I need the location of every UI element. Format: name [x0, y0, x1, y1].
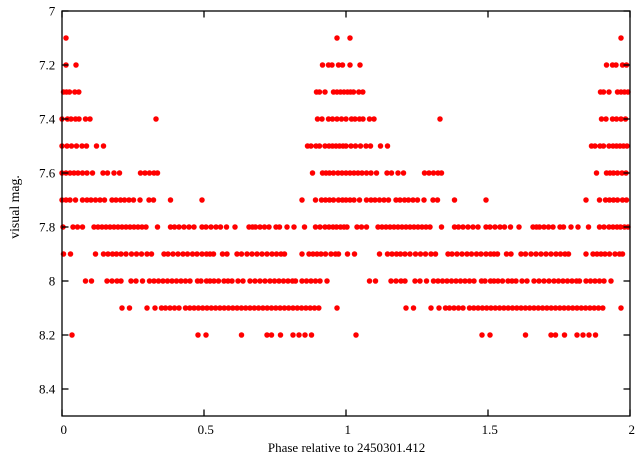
svg-text:Phase relative to 2450301.412: Phase relative to 2450301.412	[268, 440, 425, 455]
svg-text:1.5: 1.5	[482, 422, 498, 437]
svg-text:7.6: 7.6	[39, 166, 56, 181]
svg-text:8.4: 8.4	[39, 382, 56, 397]
svg-text:0.5: 0.5	[198, 422, 214, 437]
svg-text:2: 2	[628, 422, 635, 437]
svg-text:7.4: 7.4	[39, 112, 56, 127]
svg-text:7: 7	[49, 4, 56, 19]
svg-text:7.8: 7.8	[39, 220, 55, 235]
svg-text:0: 0	[60, 422, 67, 437]
svg-text:8: 8	[49, 274, 56, 289]
svg-text:8.2: 8.2	[39, 328, 55, 343]
svg-text:1: 1	[344, 422, 351, 437]
svg-text:visual mag.: visual mag.	[7, 175, 22, 239]
svg-text:7.2: 7.2	[39, 58, 55, 73]
